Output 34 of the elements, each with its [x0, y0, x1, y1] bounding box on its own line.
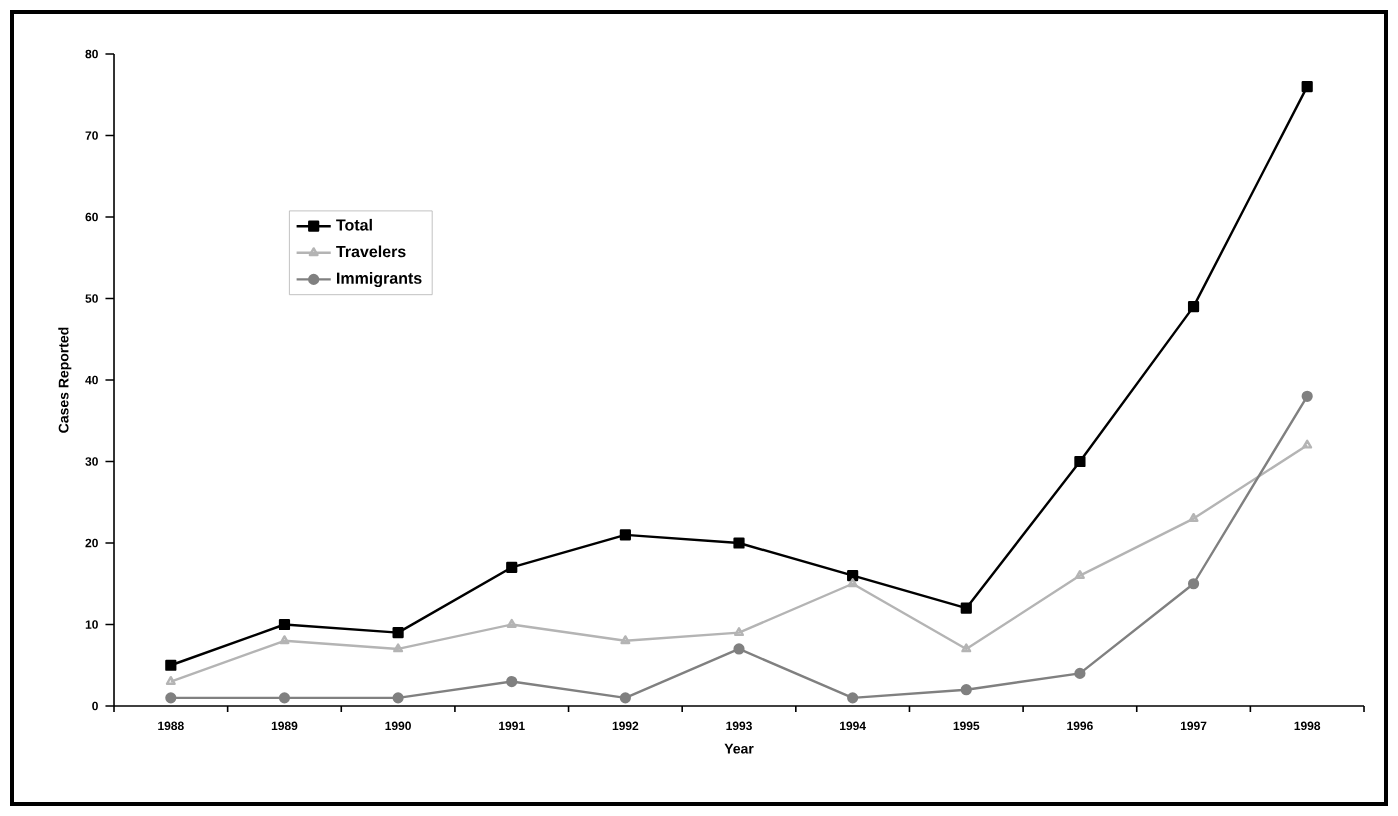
point — [619, 692, 631, 704]
point — [278, 692, 291, 704]
legend-label: Total — [336, 218, 372, 231]
legend-label: Travelers — [336, 245, 406, 258]
point — [1188, 512, 1199, 522]
point — [961, 643, 972, 653]
legend-label: Immigrants — [337, 272, 422, 288]
point — [1301, 81, 1313, 93]
point — [960, 602, 972, 614]
point — [1187, 301, 1200, 313]
point — [506, 618, 517, 628]
point — [619, 529, 631, 541]
point — [847, 692, 859, 704]
point — [1074, 455, 1086, 468]
point — [847, 570, 859, 582]
point — [733, 643, 745, 655]
point — [278, 618, 291, 631]
point — [279, 635, 290, 645]
point — [1187, 578, 1200, 590]
point — [1074, 667, 1086, 679]
point — [847, 578, 858, 588]
point — [392, 692, 404, 704]
point — [393, 643, 404, 653]
point — [506, 561, 518, 574]
point — [733, 537, 745, 549]
point — [1301, 390, 1313, 402]
point — [165, 692, 177, 704]
point — [1074, 570, 1085, 579]
point — [165, 659, 177, 671]
point — [506, 675, 518, 688]
point — [620, 635, 631, 645]
point — [960, 684, 972, 696]
point — [392, 627, 404, 639]
point — [734, 627, 745, 637]
